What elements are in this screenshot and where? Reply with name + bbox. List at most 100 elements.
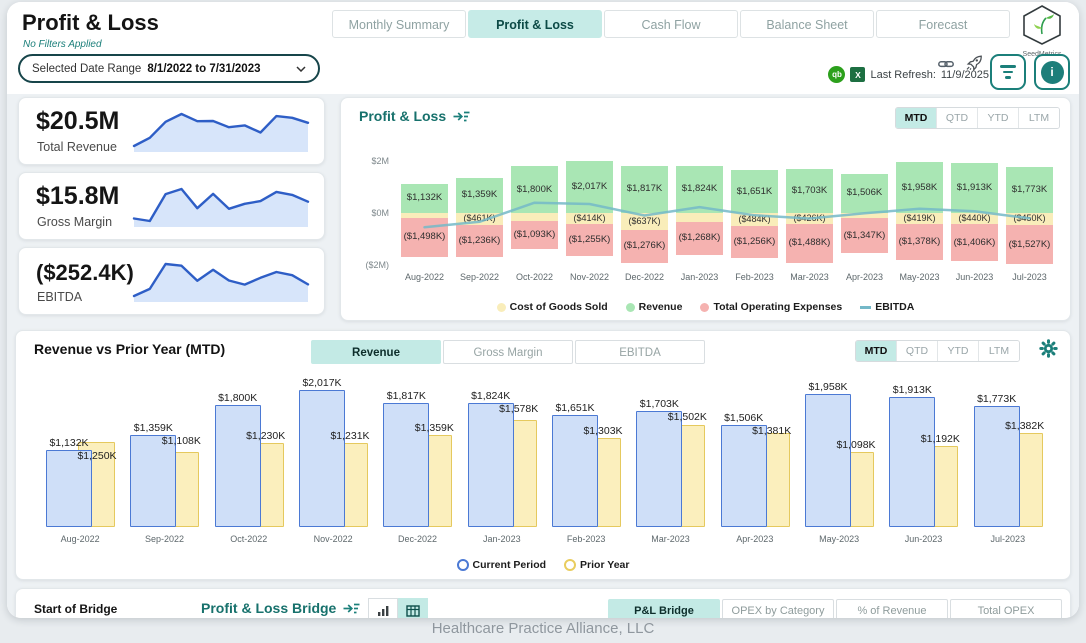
pnl-column: $1,651K ($484K) ($1,256K) Feb-2023 — [727, 138, 782, 282]
rv-period-mtd[interactable]: MTD — [856, 341, 896, 361]
rvpy-legend: Current Period Prior Year — [16, 559, 1070, 571]
pnl-column: $2,017K ($414K) ($1,255K) Nov-2022 — [562, 138, 617, 282]
legend-item-revenue[interactable]: Revenue — [625, 301, 682, 313]
x-axis-label: Apr-2023 — [736, 534, 774, 544]
goto-report-icon[interactable] — [453, 110, 470, 123]
bridge-tab-opex-by-category[interactable]: OPEX by Category — [722, 599, 834, 618]
pnl-period-ltm[interactable]: LTM — [1018, 108, 1059, 128]
current-period-label: $2,017K — [302, 376, 342, 389]
current-period-bar[interactable] — [889, 396, 936, 527]
current-period-bar[interactable] — [467, 402, 514, 527]
cogs-bar-label: ($484K) — [738, 213, 771, 224]
current-period-bar[interactable] — [214, 404, 261, 527]
revenue-bar-label: $1,773K — [1011, 183, 1048, 195]
x-axis-label: Mar-2023 — [790, 272, 829, 282]
metric-tab-gross-margin[interactable]: Gross Margin — [443, 340, 573, 364]
current-period-label: $1,703K — [639, 398, 679, 411]
goto-report-icon[interactable] — [343, 602, 360, 615]
opex-bar[interactable] — [1006, 224, 1053, 265]
legend-item-cost-of-goods-sold[interactable]: Cost of Goods Sold — [496, 301, 608, 313]
metric-tab-revenue[interactable]: Revenue — [311, 340, 441, 364]
rvpy-column: $1,359K $1,108K Sep-2022 — [122, 377, 206, 544]
current-period-bar[interactable] — [973, 406, 1020, 527]
settings-button[interactable] — [1039, 339, 1058, 358]
kpi-label: EBITDA — [37, 290, 83, 304]
current-period-bar[interactable] — [805, 393, 851, 527]
tab-monthly-summary[interactable]: Monthly Summary — [332, 10, 466, 38]
rv-period-ytd[interactable]: YTD — [937, 341, 978, 361]
date-range-selector[interactable]: Selected Date Range 8/1/2022 to 7/31/202… — [18, 54, 320, 83]
bridge-tab-total-opex[interactable]: Total OPEX — [950, 599, 1062, 618]
opex-bar-label: ($1,255K) — [568, 234, 611, 246]
pnl-period-ytd[interactable]: YTD — [977, 108, 1018, 128]
rvpy-column: $1,703K $1,502K Mar-2023 — [628, 377, 712, 544]
x-axis-label: Sep-2022 — [144, 534, 185, 544]
last-refresh-date: 11/9/2025 — [940, 68, 989, 81]
opex-bar[interactable] — [896, 223, 943, 260]
tab-cash-flow[interactable]: Cash Flow — [604, 10, 738, 38]
opex-bar[interactable] — [621, 229, 668, 263]
table-view-button[interactable] — [398, 598, 428, 618]
opex-bar[interactable] — [786, 224, 833, 263]
legend-item-current-period[interactable]: Current Period — [456, 559, 547, 571]
bridge-tab-of-revenue[interactable]: % of Revenue — [836, 599, 948, 618]
excel-icon: X — [850, 67, 866, 82]
rv-period-qtd[interactable]: QTD — [896, 341, 937, 361]
legend-item-ebitda[interactable]: EBITDA — [860, 301, 914, 313]
link-icon[interactable] — [938, 57, 954, 75]
filter-button[interactable] — [990, 54, 1026, 90]
rvpy-column: $1,506K $1,381K Apr-2023 — [713, 377, 797, 544]
legend-dot-marker — [496, 302, 506, 312]
legend-dash-marker — [860, 305, 872, 309]
chart-view-button[interactable] — [368, 598, 398, 618]
x-axis-label: May-2023 — [819, 534, 860, 544]
info-icon: i — [1040, 60, 1064, 84]
current-period-bar[interactable] — [552, 414, 598, 527]
brand-logo: SeedMetrics — [1013, 4, 1071, 58]
page-title: Profit & Loss — [22, 10, 159, 35]
current-period-label: $1,359K — [133, 421, 173, 434]
report-nav-tabs: Monthly Summary Profit & Loss Cash Flow Bal… — [332, 10, 1010, 38]
legend-item-total-operating-expenses[interactable]: Total Operating Expenses — [700, 301, 842, 313]
metric-tab-ebitda[interactable]: EBITDA — [575, 340, 705, 364]
bridge-tab-p-l-bridge[interactable]: P&L Bridge — [608, 599, 720, 618]
current-period-bar[interactable] — [720, 424, 767, 527]
tab-forecast[interactable]: Forecast — [876, 10, 1010, 38]
cogs-bar[interactable] — [676, 213, 723, 222]
legend-label: Current Period — [472, 559, 547, 571]
current-period-bar[interactable] — [130, 434, 177, 527]
rv-period-ltm[interactable]: LTM — [978, 341, 1019, 361]
cogs-bar[interactable] — [511, 213, 558, 222]
current-period-label: $1,800K — [218, 391, 258, 404]
pnl-chart-title: Profit & Loss — [359, 108, 447, 124]
info-button[interactable]: i — [1034, 54, 1070, 90]
kpi-card-ebitda: ($252.4K) EBITDA — [18, 247, 325, 315]
opex-bar[interactable] — [566, 223, 613, 257]
cogs-bar-label: ($637K) — [628, 215, 661, 226]
revenue-bar-label: $1,817K — [626, 183, 663, 195]
rvpy-column: $2,017K $1,231K Nov-2022 — [291, 376, 375, 544]
opex-bar[interactable] — [951, 224, 998, 261]
current-period-bar[interactable] — [299, 389, 345, 527]
x-axis-label: Jan-2023 — [483, 534, 521, 544]
x-axis-label: May-2023 — [899, 272, 940, 282]
pnl-plot-area: $1,132K ($1,498K) Aug-2022 $1,359K ($461K) ($… — [397, 138, 1057, 282]
pnl-period-mtd[interactable]: MTD — [896, 108, 936, 128]
legend-item-prior-year[interactable]: Prior Year — [564, 559, 629, 571]
opex-bar[interactable] — [456, 224, 503, 258]
prior-year-label: $1,098K — [836, 439, 876, 452]
rvpy-column: $1,824K $1,578K Jan-2023 — [460, 377, 544, 544]
tab-profit-loss[interactable]: Profit & Loss — [468, 10, 602, 38]
pnl-period-qtd[interactable]: QTD — [936, 108, 977, 128]
y-axis-tick: $0M — [371, 208, 389, 218]
rvpy-column: $1,773K $1,382K Jul-2023 — [966, 377, 1050, 544]
rocket-icon[interactable] — [965, 55, 983, 76]
tab-balance-sheet[interactable]: Balance Sheet — [740, 10, 874, 38]
opex-bar[interactable] — [731, 225, 778, 259]
current-period-bar[interactable] — [383, 403, 430, 527]
bar-chart-icon — [378, 606, 389, 616]
current-period-bar[interactable] — [46, 450, 92, 527]
opex-bar-label: ($1,256K) — [733, 235, 776, 247]
prior-year-label: $1,230K — [246, 430, 286, 443]
current-period-bar[interactable] — [636, 411, 683, 527]
